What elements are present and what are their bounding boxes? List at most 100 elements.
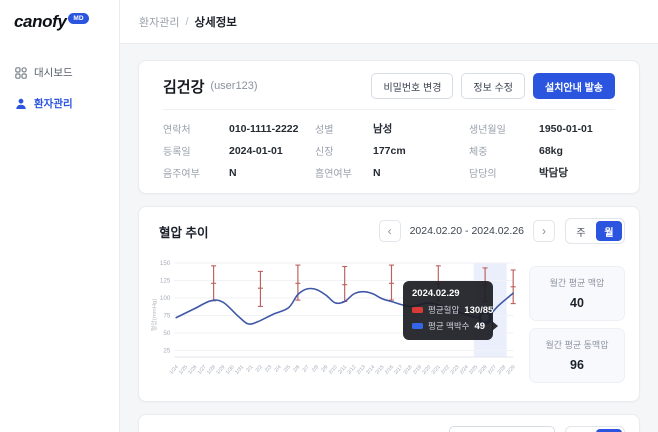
chart-tooltip: 2024.02.29 평균혈압 130/85 평균 맥박수 49 [403,281,498,340]
sidebar: canofy MD 대시보드 환자관리 [0,0,120,432]
svg-text:125: 125 [160,278,171,285]
dashboard-grid-icon [14,66,27,79]
tooltip-bp-row: 평균혈압 130/85 [412,304,493,316]
svg-text:150: 150 [160,260,171,267]
patient-info-card: 김건강 (user123) 비밀번호 변경 정보 수정 설치안내 발송 연락처 0… [138,60,640,194]
month-toggle-button[interactable]: 월 [596,221,622,241]
field-value: 1950-01-01 [539,122,593,135]
svg-text:1/26: 1/26 [187,364,198,376]
summary-label: 월간 평균 동맥압 [545,340,609,350]
monthly-avg-arterial-pressure-box: 월간 평균 동맥압 96 [529,328,625,383]
svg-text:25: 25 [163,348,170,355]
bp-chart[interactable]: 150 125 100 75 50 25 혈압(mmHg) 1/24 1/25 1/26 1/27 1… [151,253,519,393]
bp-chart-svg: 150125100755025혈압(mmHg)1/241/251/261/271… [151,260,517,376]
field-value: 177cm [373,144,406,157]
patient-fields-grid: 연락처 010-1111-2222 성별 남성 생년월일 1950-01-01 등록일 202… [163,110,615,193]
bp-trend-card: 혈압 추이 ‹ 2024.02.20 - 2024.02.26 › 주 월 15… [138,206,640,402]
svg-text:2/21: 2/21 [431,364,442,376]
svg-text:2/28: 2/28 [496,364,507,376]
brand-logo[interactable]: canofy MD [0,0,119,32]
field-label: 담당의 [469,169,497,180]
send-install-guide-button[interactable]: 설치안내 발송 [533,73,615,99]
field-value: 남성 [373,123,393,135]
sidebar-item-label: 환자관리 [34,98,73,110]
svg-text:2/3: 2/3 [264,364,273,374]
svg-text:2/7: 2/7 [302,364,311,374]
svg-text:75: 75 [163,313,170,320]
field-value: 2024-01-01 [229,144,283,157]
svg-text:2/5: 2/5 [283,364,292,374]
summary-column: 월간 평균 맥압 40 월간 평균 동맥압 96 [529,253,625,393]
svg-text:2/24: 2/24 [459,364,470,376]
content-area: 김건강 (user123) 비밀번호 변경 정보 수정 설치안내 발송 연락처 0… [120,44,658,432]
bp-red-swatch [412,307,423,313]
breadcrumb-section[interactable]: 환자관리 [139,16,180,29]
svg-text:2/17: 2/17 [393,364,404,376]
field-value: 68kg [539,144,563,157]
field-label: 성별 [315,125,334,136]
field-label: 음주여부 [163,169,200,180]
field-label: 생년월일 [469,125,506,136]
tooltip-pulse-label: 평균 맥박수 [428,321,470,331]
main-area: 환자관리 / 상세정보 김건강 (user123) 비밀번호 변경 정보 수정 … [120,0,658,432]
month-toggle-button-table[interactable]: 월 [596,429,622,432]
change-password-button[interactable]: 비밀번호 변경 [371,73,454,99]
patient-user-id: (user123) [210,80,258,92]
svg-text:2/15: 2/15 [375,364,386,376]
period-toggle: 주 월 [565,218,625,244]
field-value: N [229,166,237,179]
svg-text:2/22: 2/22 [440,364,451,376]
svg-text:2/16: 2/16 [384,364,395,376]
period-toggle-table: 주 월 [565,426,625,432]
sidebar-item-patients[interactable]: 환자관리 [0,89,119,118]
field-label: 신장 [315,147,334,158]
summary-value: 40 [570,296,584,310]
svg-text:2/19: 2/19 [412,364,423,376]
sidebar-item-label: 대시보드 [34,67,73,79]
tooltip-pulse-row: 평균 맥박수 49 [412,320,486,332]
bp-trend-header: 혈압 추이 ‹ 2024.02.20 - 2024.02.26 › 주 월 [151,207,625,253]
field-label: 흡연여부 [315,169,352,180]
tooltip-bp-label: 평균혈압 [428,305,460,315]
tooltip-arrow [492,321,498,331]
bp-detail-button[interactable]: 혈압 내역 상세 보기 [449,426,555,432]
svg-text:2/27: 2/27 [487,364,498,376]
field-label: 체중 [469,147,488,158]
svg-text:1/24: 1/24 [169,364,180,376]
bp-trend-title: 혈압 추이 [159,225,209,240]
field-label: 연락처 [163,125,191,136]
next-period-button[interactable]: › [533,220,555,242]
sidebar-nav: 대시보드 환자관리 [0,58,119,118]
brand-md-badge: MD [68,13,89,24]
tooltip-pulse-value: 49 [474,320,486,332]
field-label: 등록일 [163,147,191,158]
sidebar-item-dashboard[interactable]: 대시보드 [0,58,119,87]
breadcrumb-page: 상세정보 [194,16,237,29]
bp-change-header: 혈압 변화 혈압 내역 상세 보기 주 월 [151,415,625,432]
svg-text:2/1: 2/1 [245,364,254,374]
svg-text:1/28: 1/28 [206,364,217,376]
svg-text:2/29: 2/29 [506,364,517,376]
bp-trend-controls: ‹ 2024.02.20 - 2024.02.26 › 주 월 [378,218,625,244]
svg-text:2/10: 2/10 [328,364,339,376]
bp-chart-body: 150 125 100 75 50 25 혈압(mmHg) 1/24 1/25 1/26 1/27 1… [151,253,625,399]
prev-period-button[interactable]: ‹ [378,220,401,242]
svg-text:2/13: 2/13 [356,364,367,376]
svg-text:2/20: 2/20 [421,364,432,376]
date-range-label[interactable]: 2024.02.20 - 2024.02.26 [409,225,524,237]
svg-text:2/26: 2/26 [478,364,489,376]
field-value: 박담당 [539,167,568,179]
summary-label: 월간 평균 맥압 [549,278,605,288]
tooltip-date: 2024.02.29 [412,288,460,299]
svg-text:1/29: 1/29 [215,364,226,376]
edit-info-button[interactable]: 정보 수정 [461,73,526,99]
brand-name: canofy [14,12,67,31]
svg-text:2/25: 2/25 [468,364,479,376]
svg-text:100: 100 [160,295,171,302]
week-toggle-button[interactable]: 주 [568,221,594,241]
svg-text:2/18: 2/18 [403,364,414,376]
svg-text:2/8: 2/8 [311,364,320,374]
svg-text:2/2: 2/2 [255,364,264,374]
patient-name: 김건강 [163,78,205,96]
